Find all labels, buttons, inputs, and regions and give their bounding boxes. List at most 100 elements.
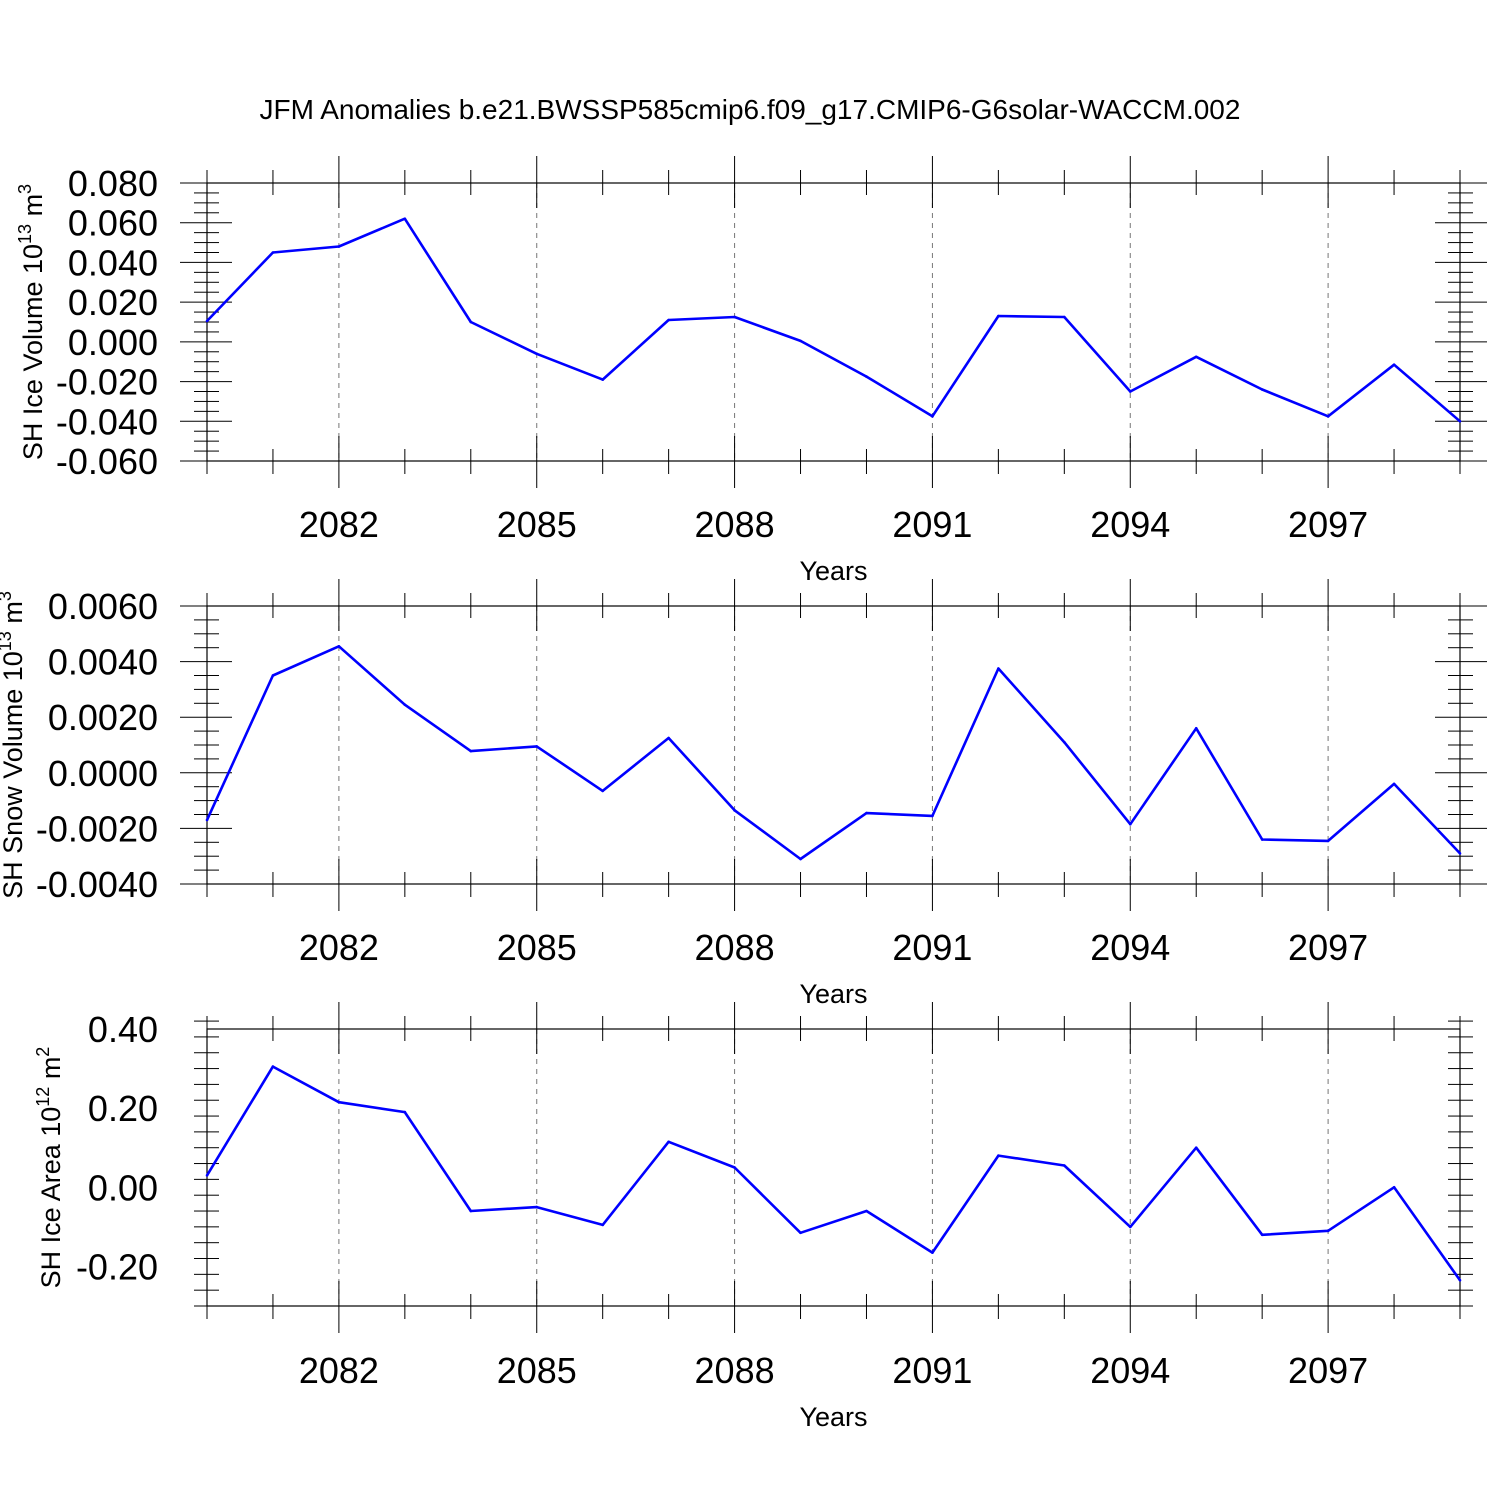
y-tick-label: 0.40 [88,1009,158,1050]
data-point [733,1166,736,1169]
x-tick-label: 2094 [1090,504,1170,545]
x-axis-title: Years [799,979,867,1009]
y-axis-title-exponent: 13 [15,224,35,244]
data-point [1128,390,1132,393]
data-point [205,818,209,822]
data-point [1260,1233,1264,1237]
data-point [601,1223,604,1227]
panel-ice-area: 0.40 0.20 0.00 -0.20 2082 2085 2088 2091 2094 209… [33,1002,1473,1432]
x-tick-label: 2082 [299,1350,379,1391]
data-point [403,217,407,221]
x-tick-label: 2091 [892,504,972,545]
data-point [733,809,736,812]
data-point [535,1205,539,1209]
x-tick-label: 2082 [299,927,379,968]
x-tick-label: 2091 [892,1350,972,1391]
y-tick-label: -0.060 [56,441,158,482]
x-tick-label: 2088 [695,927,775,968]
data-point [403,703,407,706]
x-tick-label: 2082 [299,504,379,545]
data-point [931,1251,934,1254]
plot-frame [206,605,1461,885]
data-point [997,1154,1000,1157]
data-point [1458,1278,1462,1282]
y-axis-title-unit: m [0,601,28,631]
y-tick-label: -0.040 [56,401,158,442]
y-axis-title-exponent: 12 [33,1087,53,1107]
series-line [205,1065,1462,1282]
data-point [1392,782,1396,786]
panel-snow-volume: 0.0060 0.0040 0.0020 0.0000 -0.0020 -0.0040 20… [0,579,1487,1009]
data-point [1260,838,1264,841]
data-point [1063,740,1066,744]
data-point [1194,727,1198,730]
y-tick-label: 0.0000 [48,753,158,794]
y-axis-title-text: SH Ice Volume 10 [18,244,48,460]
y-tick-label: 0.060 [68,203,158,244]
y-tick-label: 0.000 [68,322,158,363]
data-point [1063,1164,1066,1167]
data-point [271,251,275,254]
data-point [469,320,473,324]
data-point [997,667,1000,670]
y-axis-title-text: SH Ice Area 10 [36,1107,66,1289]
x-tick-label: 2088 [695,1350,775,1391]
x-tick-label: 2097 [1288,1350,1368,1391]
y-tick-label: 0.0040 [48,642,158,683]
y-tick-label: 0.00 [88,1167,158,1208]
x-tick-label: 2085 [497,927,577,968]
data-point [601,789,604,793]
data-point [931,814,934,818]
data-point [469,749,473,753]
data-point [1128,1225,1132,1229]
data-point [799,1231,802,1235]
data-point [799,857,802,861]
y-axis-title-unit-exponent: 3 [0,591,15,601]
x-tick-label: 2085 [497,504,577,545]
y-axis-title-exponent: 13 [0,631,15,651]
y-axis-title-unit-exponent: 2 [33,1047,53,1057]
y-tick-label: -0.0040 [36,864,158,905]
data-point [601,378,604,381]
y-axis-title-unit-exponent: 3 [15,184,35,194]
x-axis-title: Years [799,556,867,586]
x-axis-title: Years [799,1402,867,1432]
x-tick-label: 2085 [497,1350,577,1391]
data-point [667,736,670,740]
data-point [667,1140,670,1144]
data-point [337,1100,341,1104]
plot-frame [206,1028,1461,1307]
data-point [205,1174,209,1177]
data-point [535,745,539,748]
data-point [667,318,670,322]
y-tick-label: -0.0020 [36,808,158,849]
data-point [799,339,802,343]
data-point [733,315,736,319]
x-tick-label: 2094 [1090,1350,1170,1391]
data-point [865,1209,868,1213]
data-point [403,1110,407,1114]
x-tick-label: 2097 [1288,504,1368,545]
data-point [271,674,275,677]
data-point [1063,315,1066,319]
data-point [1194,355,1198,359]
data-point [205,319,209,323]
data-point [1392,1185,1396,1189]
y-tick-label: 0.0020 [48,697,158,738]
data-point [337,245,341,248]
data-point [865,811,868,815]
data-point [1458,419,1462,423]
y-axis-title: SH Ice Area 1012 m2 [33,1047,66,1289]
y-tick-label: 0.0060 [48,586,158,627]
series-line [206,217,1461,423]
data-point [271,1065,275,1068]
y-tick-label: 0.040 [68,242,158,283]
data-point [1326,1229,1330,1233]
y-axis-title-text: SH Snow Volume 10 [0,651,28,899]
x-tick-label: 2091 [892,927,972,968]
plot-frame [206,182,1461,462]
y-tick-label: 0.20 [88,1088,158,1129]
figure-title: JFM Anomalies b.e21.BWSSP585cmip6.f09_g1… [260,94,1241,125]
